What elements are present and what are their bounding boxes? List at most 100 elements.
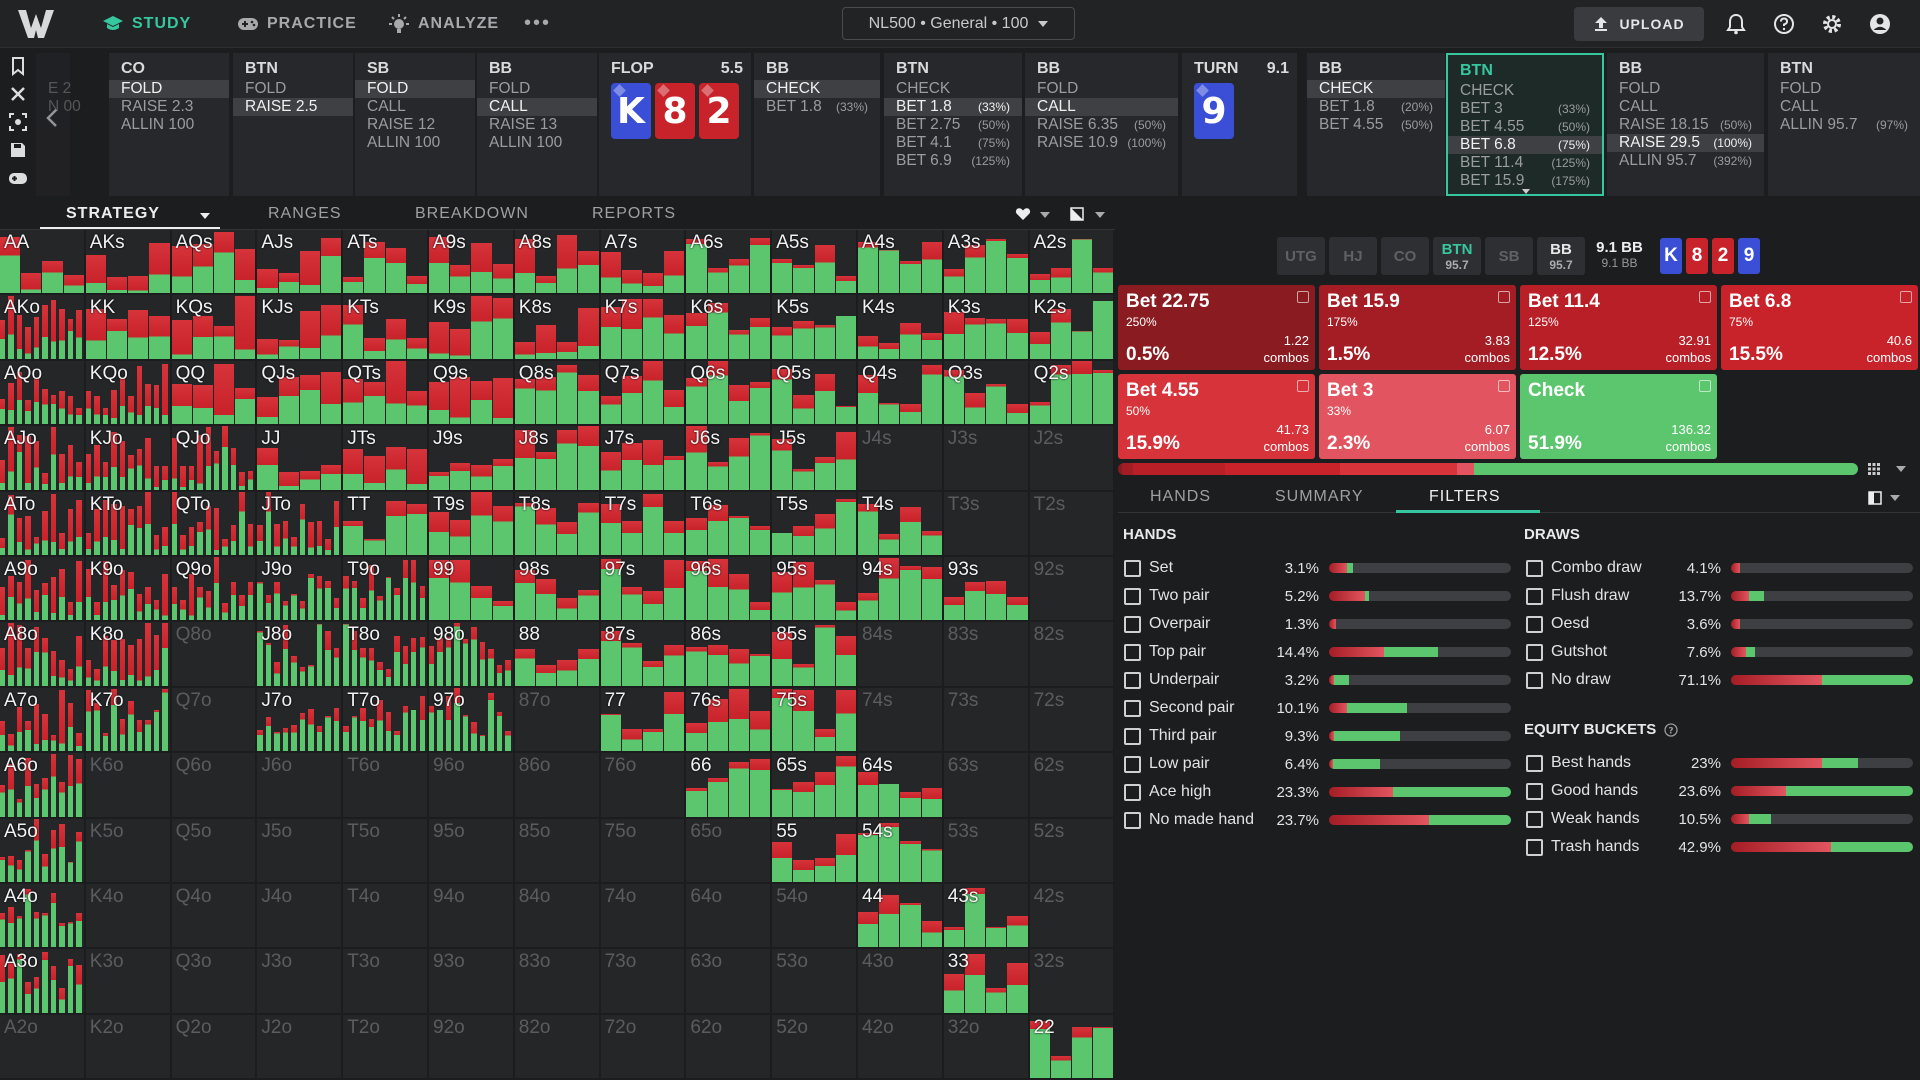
hand-cell[interactable]: 22 [1029, 1014, 1115, 1080]
hand-cell[interactable]: KQs [171, 295, 257, 360]
filter-checkbox[interactable] [1124, 671, 1141, 689]
hand-cell[interactable]: A7s [600, 230, 686, 295]
filter-row-trash-hands[interactable]: Trash hands 42.9% [1526, 836, 1913, 858]
filter-row-oesd[interactable]: Oesd 3.6% [1526, 613, 1913, 635]
hand-cell[interactable]: AJo [0, 426, 85, 491]
help-icon[interactable] [1772, 12, 1796, 36]
action-option[interactable]: N 00 [36, 98, 81, 116]
hand-cell[interactable]: 85o [514, 818, 600, 883]
hand-cell[interactable]: J6s [686, 426, 772, 491]
chevron-down-icon[interactable] [1095, 212, 1105, 218]
action-column-bb4[interactable]: BB CHECK BET 1.8 (20%) BET 4.55 (50%) [1307, 53, 1445, 196]
hand-cell[interactable]: A8o [0, 622, 85, 687]
tab-reports[interactable]: REPORTS [592, 205, 677, 222]
hand-cell[interactable]: K8s [514, 295, 600, 360]
action-option[interactable]: CALL [477, 98, 597, 116]
filter-row-low-pair[interactable]: Low pair 6.4% [1124, 753, 1511, 775]
upload-button[interactable]: UPLOAD [1574, 7, 1704, 41]
filter-checkbox[interactable] [1526, 838, 1543, 856]
filter-checkbox[interactable] [1526, 559, 1543, 577]
action-card-check[interactable]: Check 51.9% 136.32 combos [1520, 374, 1717, 459]
action-column-bb3[interactable]: BB FOLD CALL RAISE 6.35 (50%) RAISE 10.9 (100%… [1025, 53, 1178, 196]
action-option[interactable]: BET 15.9 (175%) [1448, 172, 1602, 190]
card-icon[interactable] [1498, 291, 1510, 303]
hand-cell[interactable]: QTs [343, 360, 428, 426]
hand-cell[interactable]: 72s [1029, 687, 1115, 753]
hand-cell[interactable]: KTo [85, 491, 171, 556]
tab-breakdown[interactable]: BREAKDOWN [415, 205, 529, 222]
nav-practice[interactable]: PRACTICE [237, 0, 357, 48]
hand-cell[interactable]: K9s [429, 295, 514, 360]
action-option[interactable]: FOLD [109, 80, 229, 98]
hand-cell[interactable]: K8o [85, 622, 171, 687]
hand-cell[interactable]: K4o [85, 884, 171, 949]
action-option[interactable]: ALLIN 95.7 (97%) [1768, 116, 1920, 134]
hand-cell[interactable]: K7o [85, 687, 171, 753]
hand-cell[interactable]: 86s [686, 622, 772, 687]
hand-cell[interactable]: 73o [600, 949, 686, 1014]
hand-cell[interactable]: 44 [858, 884, 943, 949]
hand-cell[interactable]: 32s [1029, 949, 1115, 1014]
hand-cell[interactable]: T6s [686, 491, 772, 556]
hand-cell[interactable]: J4s [858, 426, 943, 491]
hand-cell[interactable]: A9o [0, 557, 85, 622]
action-option[interactable]: BET 3 (33%) [1448, 100, 1602, 118]
hand-cell[interactable]: 84s [858, 622, 943, 687]
chevron-down-icon[interactable] [1896, 466, 1906, 472]
hand-cell[interactable]: 73s [943, 687, 1029, 753]
action-column-sb[interactable]: SB FOLD CALL RAISE 12 ALLIN 100 [355, 53, 475, 196]
hand-cell[interactable]: QTo [171, 491, 257, 556]
action-column-bb2[interactable]: BB CHECK BET 1.8 (33%) [754, 53, 880, 196]
hand-cell[interactable]: K6s [686, 295, 772, 360]
hand-cell[interactable]: A2o [0, 1014, 85, 1080]
heart-icon[interactable] [1015, 207, 1031, 221]
action-column-btn1[interactable]: BTN FOLD RAISE 2.5 [233, 53, 353, 196]
hand-cell[interactable]: 92s [1029, 557, 1115, 622]
filter-row-gutshot[interactable]: Gutshot 7.6% [1526, 641, 1913, 663]
hand-cell[interactable]: 95s [772, 557, 857, 622]
hand-cell[interactable]: J7s [600, 426, 686, 491]
hand-cell[interactable]: 87o [514, 687, 600, 753]
hand-cell[interactable]: K9o [85, 557, 171, 622]
hand-cell[interactable]: 99 [429, 557, 514, 622]
hand-cell[interactable]: T3o [343, 949, 428, 1014]
hand-cell[interactable]: 87s [600, 622, 686, 687]
hand-cell[interactable]: 43s [943, 884, 1029, 949]
hand-cell[interactable]: 96s [686, 557, 772, 622]
hand-cell[interactable]: 52s [1029, 818, 1115, 883]
hand-cell[interactable]: 64s [858, 753, 943, 818]
hand-cell[interactable]: J9o [257, 557, 343, 622]
hand-cell[interactable]: AA [0, 230, 85, 295]
hand-cell[interactable]: 64o [686, 884, 772, 949]
filter-checkbox[interactable] [1124, 643, 1141, 661]
hand-cell[interactable]: KJs [257, 295, 343, 360]
action-option[interactable]: BET 6.9 (125%) [884, 152, 1022, 170]
hand-cell[interactable]: 82o [514, 1014, 600, 1080]
action-option[interactable]: BET 1.8 (33%) [884, 98, 1022, 116]
hand-cell[interactable]: QJo [171, 426, 257, 491]
hand-cell[interactable]: J4o [257, 884, 343, 949]
action-card-bet-3[interactable]: Bet 3 33% 2.3% 6.07 combos [1319, 374, 1516, 459]
action-option[interactable]: BET 4.55 (50%) [1448, 118, 1602, 136]
hand-cell[interactable]: 42o [858, 1014, 943, 1080]
hand-cell[interactable]: 93o [429, 949, 514, 1014]
action-option[interactable]: BET 2.75 (50%) [884, 116, 1022, 134]
seat-bb[interactable]: BB 95.7 [1537, 237, 1585, 275]
action-option[interactable]: CALL [1025, 98, 1178, 116]
action-option[interactable]: RAISE 12 [355, 116, 475, 134]
filter-checkbox[interactable] [1124, 587, 1141, 605]
hand-cell[interactable]: T6o [343, 753, 428, 818]
hand-cell[interactable]: 86o [514, 753, 600, 818]
gamepad-small-icon[interactable] [8, 168, 28, 188]
action-option[interactable]: RAISE 13 [477, 116, 597, 134]
hand-cell[interactable]: T2s [1029, 491, 1115, 556]
filter-checkbox[interactable] [1526, 615, 1543, 633]
tab-filters[interactable]: FILTERS [1429, 488, 1501, 505]
filter-row-flush-draw[interactable]: Flush draw 13.7% [1526, 585, 1913, 607]
hand-cell[interactable]: K7s [600, 295, 686, 360]
hand-cell[interactable]: 65s [772, 753, 857, 818]
hand-cell[interactable]: AQo [0, 360, 85, 426]
hand-cell[interactable]: Q5o [171, 818, 257, 883]
action-column-bb1[interactable]: BB FOLD CALL RAISE 13 ALLIN 100 [477, 53, 597, 196]
hand-cell[interactable]: A2s [1029, 230, 1115, 295]
